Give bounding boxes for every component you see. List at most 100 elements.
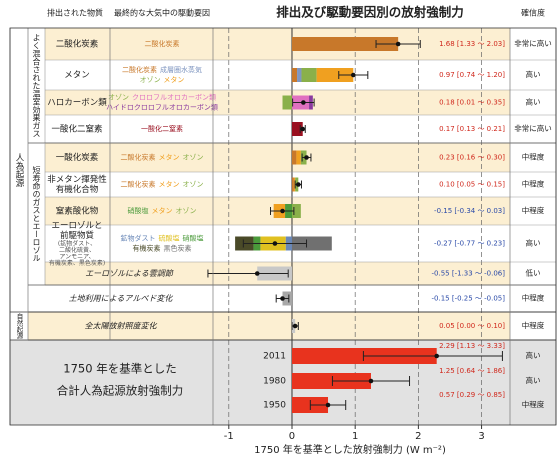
row-label: エーロゾルによる雲調節 — [85, 269, 175, 278]
row-background — [45, 90, 510, 115]
emitted-label: エーロゾルと — [51, 221, 102, 231]
emitted-label: メタン — [64, 71, 90, 81]
bar-segment — [297, 68, 302, 82]
driver-label: 黒色炭素 — [164, 244, 192, 253]
totals-background — [10, 340, 556, 425]
driver-label: 二酸化炭素 — [122, 65, 157, 74]
emitted-label: 一酸化炭素 — [56, 152, 99, 163]
value-dot — [292, 323, 298, 329]
confidence-label: 非常に高い — [514, 123, 552, 133]
driver-line: 一酸化二窒素 — [141, 124, 183, 133]
value-dot — [368, 378, 374, 384]
row-background — [45, 115, 510, 143]
emitted-label: 一酸化二窒素 — [51, 124, 103, 135]
driver-label: 二酸化炭素 — [121, 153, 156, 162]
x-tick-label: 0 — [289, 431, 295, 442]
value-dot — [254, 271, 260, 276]
bar-segment — [291, 122, 303, 136]
value-label: -0.15 [-0.34 ～ 0.03] — [434, 207, 505, 215]
row-background — [45, 172, 510, 197]
driver-line: 二酸化炭素 成層圏水蒸気 — [122, 65, 202, 74]
confidence-label: 中程度 — [522, 179, 545, 189]
value-label: 1.68 [1.33 ～ 2.03] — [439, 40, 505, 48]
row-background — [45, 143, 510, 172]
emitted-label: 二酸化炭素 — [56, 39, 99, 50]
confidence-label: 中程度 — [522, 152, 545, 162]
bar-segment — [301, 68, 317, 82]
confidence-label: 中程度 — [522, 293, 545, 303]
value-dot — [296, 182, 301, 187]
subgroup-label: よく混合された温室効果ガス — [32, 34, 41, 138]
year-label: 1950 — [263, 401, 286, 411]
confidence-label: 高い — [526, 350, 541, 360]
emitted-label: 前駆物質 — [60, 230, 95, 241]
value-dot — [300, 126, 306, 132]
row-label: 全太陽放射照度変化 — [85, 322, 158, 331]
driver-label: オゾン — [183, 154, 204, 162]
value-dot — [395, 41, 401, 47]
bar-segment — [296, 150, 301, 165]
group-label: 人為起源 — [14, 153, 24, 188]
bar-segment — [291, 236, 332, 251]
header-emitted: 排出された物質 — [47, 8, 103, 18]
confidence-label: 中程度 — [522, 399, 545, 409]
emitted-label: 有機化合物 — [56, 184, 99, 195]
driver-label: オゾン — [183, 181, 204, 189]
driver-label: オゾン — [108, 94, 129, 102]
value-label: 0.97 [0.74 ～ 1.20] — [439, 71, 505, 79]
x-tick-label: 1 — [352, 431, 358, 442]
confidence-label: 高い — [526, 97, 541, 107]
chart-title: 排出及び駆動要因別の放射強制力 — [276, 5, 464, 20]
bar-segment — [291, 37, 399, 51]
driver-line: 二酸化炭素 メタン オゾン — [121, 180, 204, 189]
confidence-label: 高い — [526, 375, 541, 385]
bar-segment — [293, 177, 296, 192]
driver-label: メタン — [159, 180, 180, 189]
emitted-note: 有機炭素、黒色炭素) — [49, 259, 105, 267]
driver-label: 硫酸塩 — [159, 234, 180, 243]
bar-segment — [291, 204, 301, 218]
x-tick-label: 3 — [478, 431, 484, 442]
driver-line: 二酸化炭素 — [145, 39, 180, 48]
bar-segment — [291, 150, 297, 165]
foreground-layer: 排出された物質 最終的な大気中の駆動要因 排出及び駆動要因別の放射強制力 確信度… — [9, 5, 557, 456]
value-dot — [280, 296, 285, 301]
value-label: 1.25 [0.64 ～ 1.86] — [439, 367, 505, 375]
value-dot — [280, 208, 285, 214]
bar-segment — [282, 95, 292, 110]
value-label: -0.15 [-0.25 ～ -0.05] — [432, 295, 506, 303]
confidence-label: 中程度 — [522, 205, 545, 215]
confidence-label: 高い — [526, 69, 541, 79]
year-label: 1980 — [263, 377, 286, 387]
emitted-note: アンモニア、 — [59, 254, 94, 261]
x-tick-label: -1 — [224, 431, 234, 442]
value-label: 2.29 [1.13 ～ 3.33] — [439, 342, 505, 350]
driver-label: 成層圏水蒸気 — [160, 65, 202, 74]
group-label: 自然起源 — [15, 312, 23, 341]
totals-title: 合計人為起源放射強制力 — [57, 384, 184, 398]
value-label: -0.27 [-0.77 ～ 0.23] — [434, 240, 505, 248]
emitted-label: ハロカーボン類 — [47, 97, 107, 108]
confidence-label: 高い — [526, 238, 541, 248]
value-dot — [272, 241, 278, 246]
driver-label: メタン — [163, 75, 184, 84]
driver-label: 二酸化炭素 — [145, 39, 180, 48]
x-tick-label: 2 — [415, 431, 421, 442]
year-label: 2011 — [263, 352, 286, 362]
value-label: 0.10 [0.05 ～ 0.15] — [439, 181, 505, 189]
driver-line: オゾン クロロフルオロカーボン類 — [108, 93, 216, 102]
driver-line: 鉱物ダスト 硫酸塩 硝酸塩 — [121, 234, 204, 243]
header-driver: 最終的な大気中の駆動要因 — [114, 8, 210, 18]
row-label: 土地利用によるアルベド変化 — [69, 294, 174, 303]
driver-label: クロロフルオロカーボン類 — [132, 93, 216, 102]
x-axis-label: 1750 年を基準とした放射強制力 (W m⁻²) — [254, 443, 446, 456]
driver-line: オゾン メタン — [140, 75, 185, 84]
emitted-note: (鉱物ダスト、 — [58, 240, 96, 248]
bar-segment — [291, 68, 298, 82]
driver-line: ハイドロクロロフルオロカーボン類 — [106, 103, 218, 112]
driver-line: 二酸化炭素 メタン オゾン — [121, 153, 204, 162]
driver-label: 鉱物ダスト — [121, 234, 156, 243]
confidence-label: 低い — [526, 268, 541, 278]
driver-label: 硝酸塩 — [128, 206, 149, 215]
